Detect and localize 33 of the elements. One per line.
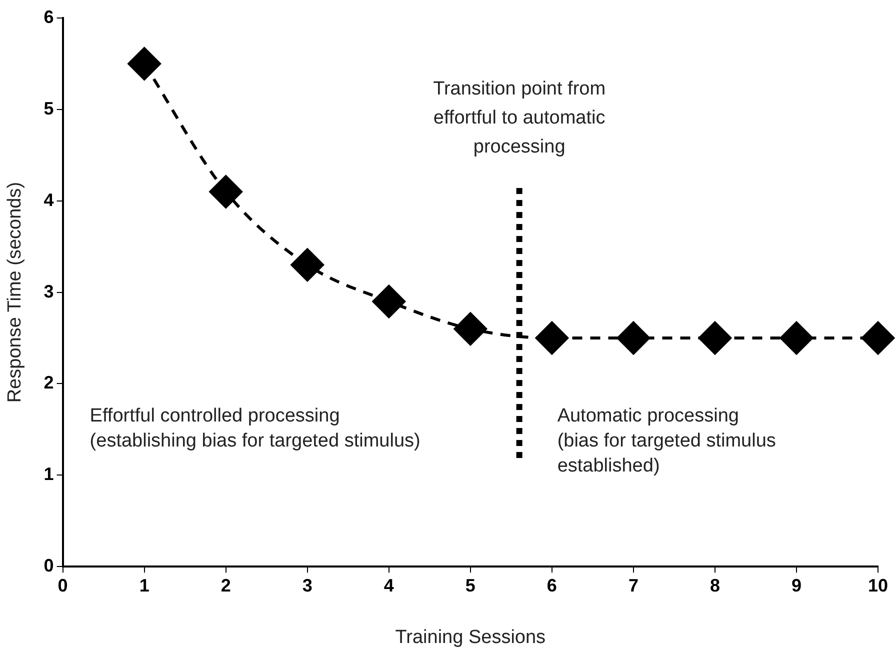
x-tick-label: 10 xyxy=(868,575,888,596)
x-tick-label: 8 xyxy=(710,575,720,596)
x-tick-label: 2 xyxy=(220,575,231,596)
y-axis-title: Response Time (seconds) xyxy=(4,182,26,403)
annotation: Automatic processing (bias for targeted stimulus established) xyxy=(557,405,776,476)
y-tick-label: 5 xyxy=(44,98,54,118)
x-tick-label: 5 xyxy=(465,575,476,596)
y-tick-label: 2 xyxy=(44,372,54,393)
point xyxy=(128,47,161,80)
y-tick-label: 0 xyxy=(44,556,54,576)
point xyxy=(290,248,324,282)
x-tick-label: 3 xyxy=(302,575,312,596)
point xyxy=(535,322,568,355)
annotation: Effortful controlled processing (establishing bias for targeted stimulus) xyxy=(90,405,420,452)
x-tick-label: 9 xyxy=(791,575,802,596)
point xyxy=(698,322,732,355)
point xyxy=(616,322,650,355)
x-tick-label: 1 xyxy=(139,575,150,596)
point xyxy=(862,322,894,355)
y-tick-label: 3 xyxy=(44,281,54,302)
x-tick-label: 4 xyxy=(384,575,394,596)
y-tick-label: 4 xyxy=(44,190,54,210)
y-tick-label: 1 xyxy=(44,464,54,484)
x-tick-label: 0 xyxy=(58,575,68,596)
point xyxy=(372,284,406,318)
point xyxy=(780,322,813,355)
ref-line-label: Transition point from effortful to automatic processing xyxy=(433,78,606,158)
point xyxy=(209,175,242,208)
point xyxy=(454,312,487,346)
x-axis-title: Training Sessions xyxy=(395,626,546,648)
x-tick-label: 7 xyxy=(628,575,638,596)
x-tick-label: 6 xyxy=(546,575,557,596)
y-tick-label: 6 xyxy=(44,6,54,27)
